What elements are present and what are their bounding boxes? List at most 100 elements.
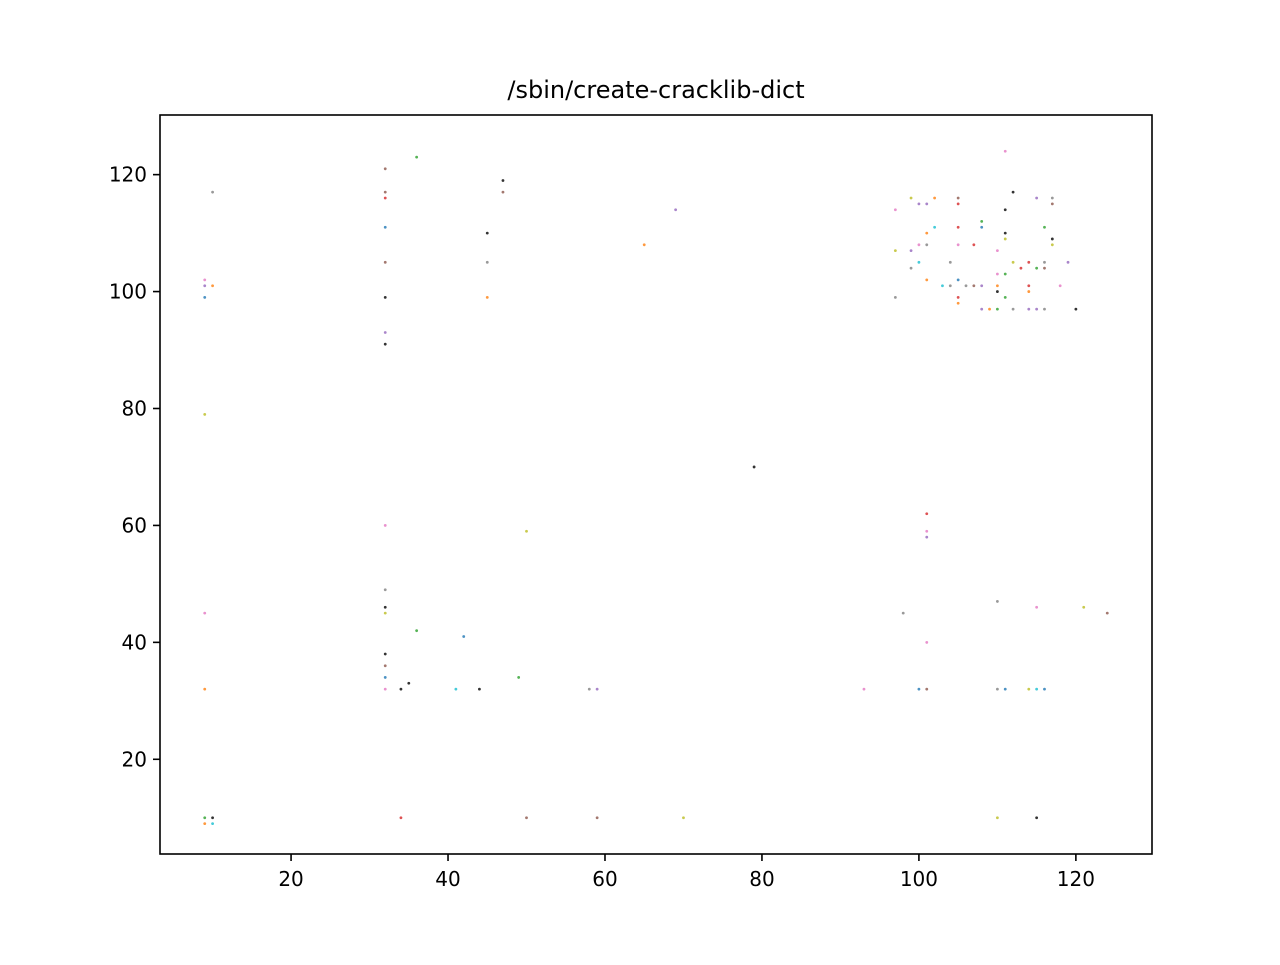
data-point	[956, 225, 960, 229]
data-point	[933, 225, 937, 229]
data-point	[925, 687, 929, 691]
data-point	[901, 611, 905, 615]
data-point	[203, 278, 207, 282]
data-point	[595, 816, 599, 820]
data-point	[995, 272, 999, 276]
data-point	[893, 208, 897, 212]
data-point	[909, 266, 913, 270]
data-point	[485, 260, 489, 264]
y-tick-label: 20	[122, 747, 147, 771]
data-point	[642, 243, 646, 247]
data-point	[956, 278, 960, 282]
data-point	[956, 202, 960, 206]
data-point	[1003, 272, 1007, 276]
data-point	[995, 284, 999, 288]
data-point	[203, 284, 207, 288]
data-point	[1050, 202, 1054, 206]
data-point	[956, 301, 960, 305]
data-point	[211, 822, 214, 825]
data-point	[925, 231, 929, 235]
data-point	[917, 202, 921, 206]
data-point	[1105, 611, 1109, 615]
data-point	[909, 249, 913, 253]
data-point	[925, 512, 929, 516]
plot-frame	[159, 114, 1153, 855]
data-point	[980, 220, 984, 223]
data-point	[485, 231, 489, 235]
data-point	[925, 535, 929, 539]
data-point	[462, 635, 466, 638]
data-point	[595, 687, 599, 691]
data-point	[383, 196, 387, 200]
data-point	[1050, 243, 1054, 247]
data-point	[203, 296, 207, 299]
data-point	[478, 687, 481, 691]
data-point	[1027, 284, 1031, 288]
data-point	[211, 816, 214, 820]
data-point	[454, 687, 458, 691]
data-point	[980, 284, 984, 288]
data-point	[941, 284, 944, 288]
x-axis: 20 40 60 80 100 120	[278, 854, 1095, 891]
y-tick-label: 100	[109, 280, 147, 304]
data-point	[1050, 196, 1054, 200]
data-point	[415, 629, 419, 633]
data-point	[1011, 190, 1015, 194]
data-point	[909, 196, 913, 200]
data-point	[956, 243, 960, 247]
points-layer	[203, 149, 1109, 825]
x-tick-label: 40	[435, 867, 460, 891]
data-point	[407, 681, 411, 685]
data-point	[1003, 149, 1007, 153]
data-point	[1027, 260, 1031, 264]
data-point	[1035, 687, 1039, 691]
data-point	[203, 687, 207, 691]
data-point	[1074, 307, 1078, 311]
data-point	[383, 296, 387, 299]
data-point	[1043, 260, 1046, 264]
data-point	[964, 284, 968, 288]
data-point	[995, 816, 999, 820]
data-point	[893, 296, 897, 299]
data-point	[948, 260, 952, 264]
data-point	[1027, 307, 1031, 311]
data-point	[203, 822, 207, 825]
data-point	[995, 290, 999, 293]
data-point	[1019, 266, 1023, 270]
data-point	[933, 196, 937, 200]
data-point	[1043, 307, 1046, 311]
y-tick-label: 120	[109, 163, 147, 187]
data-point	[383, 652, 387, 656]
x-tick-label: 20	[278, 867, 303, 891]
data-point	[383, 687, 387, 691]
data-point	[925, 202, 929, 206]
data-point	[383, 524, 387, 527]
data-point	[862, 687, 866, 691]
y-tick-label: 40	[122, 630, 147, 654]
y-tick-label: 80	[122, 396, 147, 420]
data-point	[1003, 687, 1007, 691]
data-point	[211, 284, 214, 288]
data-point	[383, 342, 387, 346]
data-point	[1066, 260, 1070, 264]
data-point	[383, 331, 387, 334]
data-point	[917, 687, 921, 691]
data-point	[383, 260, 387, 264]
data-point	[925, 640, 929, 644]
data-point	[383, 588, 387, 592]
data-point	[383, 605, 387, 609]
data-point	[1003, 296, 1007, 299]
data-point	[203, 412, 207, 416]
data-point	[988, 307, 991, 311]
data-point	[1035, 605, 1039, 609]
x-tick-label: 80	[749, 867, 774, 891]
data-point	[203, 611, 207, 615]
data-point	[917, 243, 921, 247]
data-point	[1035, 816, 1039, 820]
x-tick-label: 100	[900, 867, 938, 891]
data-point	[995, 307, 999, 311]
data-point	[1003, 231, 1007, 235]
data-point	[1003, 237, 1007, 241]
data-point	[995, 600, 999, 603]
